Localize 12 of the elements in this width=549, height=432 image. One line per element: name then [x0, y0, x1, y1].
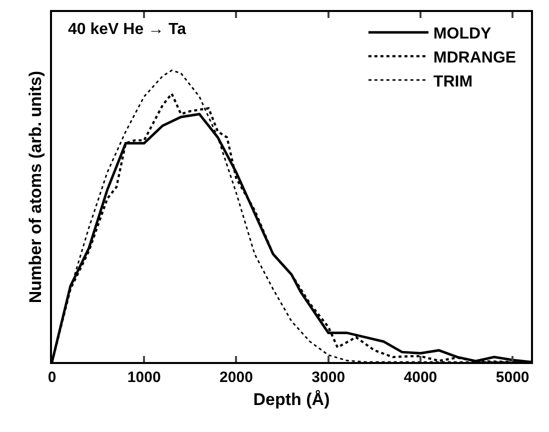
legend-label: MOLDY: [433, 26, 492, 43]
x-tick-label: 5000: [496, 369, 530, 386]
x-tick-label: 3000: [312, 369, 346, 386]
x-tick-label: 2000: [220, 369, 253, 386]
x-tick-label: 4000: [404, 369, 438, 386]
x-tick-label: 1000: [127, 369, 161, 386]
x-axis-title: Depth (Å): [253, 390, 330, 409]
legend-label: TRIM: [433, 73, 473, 90]
x-tick-label: 0: [48, 369, 56, 386]
legend-label: MDRANGE: [433, 49, 516, 66]
y-axis-title: Number of atoms (arb. units): [26, 70, 46, 304]
text: 40 keV He → Ta: [68, 21, 186, 38]
